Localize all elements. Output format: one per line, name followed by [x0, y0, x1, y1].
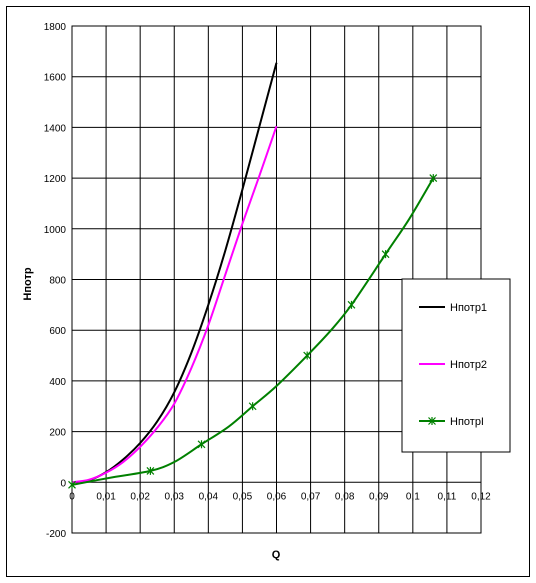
x-tick-label: 0,11: [438, 491, 457, 502]
series-3-point: [303, 351, 312, 360]
x-axis-ticks: 0 0,01 0,02 0,03 0,04 0,05 0,06 0,07 0,08 0,09 0,1…: [69, 491, 491, 502]
y-tick-label: 1400: [44, 123, 67, 134]
y-axis-ticks: -200 0 200 400 600 800 1000 1200 1400 1600 1800: [44, 22, 67, 540]
series-3-point: [68, 480, 76, 489]
y-tick-label: 0: [60, 478, 66, 489]
y-axis-label: Нпотр: [22, 267, 34, 300]
x-tick-label: 0,06: [267, 491, 287, 502]
y-tick-label: 1800: [44, 22, 67, 33]
x-tick-label: 0,02: [130, 491, 150, 502]
y-tick-label: 600: [49, 326, 66, 337]
series-3-point: [248, 402, 257, 411]
y-tick-label: -200: [46, 529, 66, 540]
x-tick-label: 0,1: [406, 491, 420, 502]
y-tick-label: 1200: [44, 174, 67, 185]
x-tick-label: 0,01: [96, 491, 116, 502]
series-3-point: [429, 174, 438, 183]
series-3-point: [381, 250, 390, 259]
x-tick-label: 0,05: [233, 491, 253, 502]
y-tick-label: 1600: [44, 73, 67, 84]
x-tick-label: 0,07: [301, 491, 321, 502]
x-tick-label: 0,09: [369, 491, 389, 502]
y-tick-label: 200: [49, 428, 66, 439]
x-tick-label: 0,08: [335, 491, 355, 502]
x-tick-label: 0,12: [471, 491, 491, 502]
y-tick-label: 1000: [44, 225, 67, 236]
x-tick-label: 0,04: [199, 491, 219, 502]
legend-label-3: НпотрI: [450, 416, 484, 428]
x-axis-label: Q: [272, 549, 281, 561]
series-line-3: [71, 177, 435, 486]
series-group: [68, 62, 438, 489]
legend-label-1: Нпотр1: [450, 302, 487, 314]
series-line-2: [71, 125, 278, 484]
x-tick-label: 0: [69, 491, 75, 502]
chart-frame: [6, 6, 530, 577]
y-tick-label: 800: [49, 276, 66, 287]
legend-marker-3: [428, 417, 436, 425]
series-3-point: [146, 466, 155, 475]
series-3-point: [197, 440, 206, 449]
series-3-point: [347, 300, 356, 309]
legend-label-2: Нпотр2: [450, 359, 487, 371]
x-tick-label: 0,03: [165, 491, 185, 502]
legend: Нпотр1 Нпотр2 НпотрI: [401, 278, 511, 453]
y-tick-label: 400: [49, 377, 66, 388]
